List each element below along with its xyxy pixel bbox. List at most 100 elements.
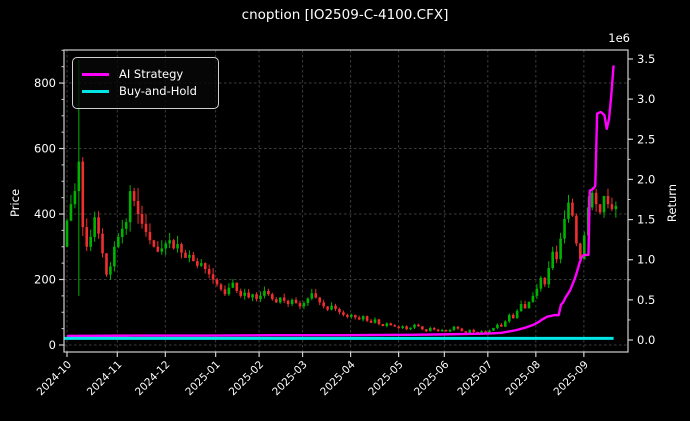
candle-body [227,287,231,295]
candle-body [389,323,393,326]
candle-body [109,266,112,275]
candle-body [590,192,594,208]
legend-label-ai-strategy: AI Strategy [119,67,184,81]
x-tick-label: 2025-01 [183,359,223,399]
candle-body [124,222,128,229]
candle-body [484,331,487,333]
candle-body [215,279,219,285]
x-tick-label: 2025-04 [318,358,358,398]
candle-body [602,196,606,213]
candle-body [594,192,598,205]
candle-body [614,205,618,210]
candle-body [199,263,203,266]
candle-body [282,297,286,301]
x-tick-label: 2025-08 [503,359,543,399]
candle-body [259,295,262,300]
candle-body [361,316,365,320]
right-tick-label: 3.5 [637,52,655,66]
right-tick-label: 3.0 [637,92,655,106]
candle-body [480,331,483,334]
candle-body [65,220,69,247]
candle-body [286,300,290,305]
candle-body [211,274,215,280]
right-tick-label: 1.5 [637,213,655,227]
candle-body [492,327,495,331]
x-tick-label: 2024-12 [133,359,173,399]
candle-body [117,236,120,247]
candle-body [152,240,156,247]
candle-body [235,282,239,291]
candle-body [89,236,92,247]
candle-body [168,240,171,244]
candle-body [207,269,211,275]
candle-body [350,314,353,317]
legend-item-ai-strategy: AI Strategy [82,66,209,82]
right-tick-label: 0.0 [637,333,655,347]
candle-body [527,301,531,309]
candle-body [255,294,258,300]
candle-body [136,200,140,215]
candle-body [69,204,73,221]
candle-body [85,227,89,247]
candle-body [101,233,104,254]
candle-body [172,240,175,249]
candle-body [192,254,195,262]
candle-body [579,243,582,260]
candle-body [547,268,551,285]
candle-body [472,329,476,332]
right-tick-label: 2.0 [637,172,655,186]
candle-body [239,290,243,296]
candle-body [231,282,235,288]
candle-body [176,244,179,249]
candle-body [393,325,397,327]
candle-body [120,228,124,237]
ai-strategy-line [66,65,615,338]
chart-title: cnoption [IO2509-C-4100.CFX] [241,7,449,23]
candle-body [385,323,389,327]
candle-body [448,329,452,332]
candle-body [294,299,298,304]
legend: AI Strategy Buy-and-Hold [72,57,219,109]
candle-body [519,304,523,311]
candle-body [539,277,543,289]
candle-body [148,232,152,241]
candle-body [318,297,322,303]
candle-body [571,202,574,216]
candle-body [180,244,183,253]
candle-body [196,261,199,266]
candle-body [500,324,503,327]
candle-body [267,290,270,295]
candle-body [610,204,614,210]
candle-body [559,238,562,260]
candle-body [310,293,314,299]
candle-body [93,217,96,237]
candle-body [582,235,586,260]
candle-body [444,329,448,332]
candle-body [504,321,507,327]
candle-body [496,324,499,328]
candle-body [598,204,602,213]
candle-body [369,320,373,323]
candle-body [290,299,294,305]
candle-body [113,246,116,267]
candle-body [531,295,535,302]
candle-body [464,331,468,334]
candle-body [263,290,266,296]
candle-body [156,246,160,252]
candle-body [144,223,148,233]
x-tick-label: 2024-11 [85,359,125,399]
candle-body [278,297,282,303]
candle-body [322,302,325,307]
candle-body [456,326,460,329]
candle-body [338,308,341,313]
candle-body [523,304,527,309]
ai-strategy-line-swatch [82,72,109,76]
candle-body [405,326,408,330]
candle-body [223,289,227,295]
candle-body [381,324,385,327]
candle-body [73,191,77,205]
candle-body [436,329,440,332]
buy-and-hold-line-swatch [82,89,109,93]
